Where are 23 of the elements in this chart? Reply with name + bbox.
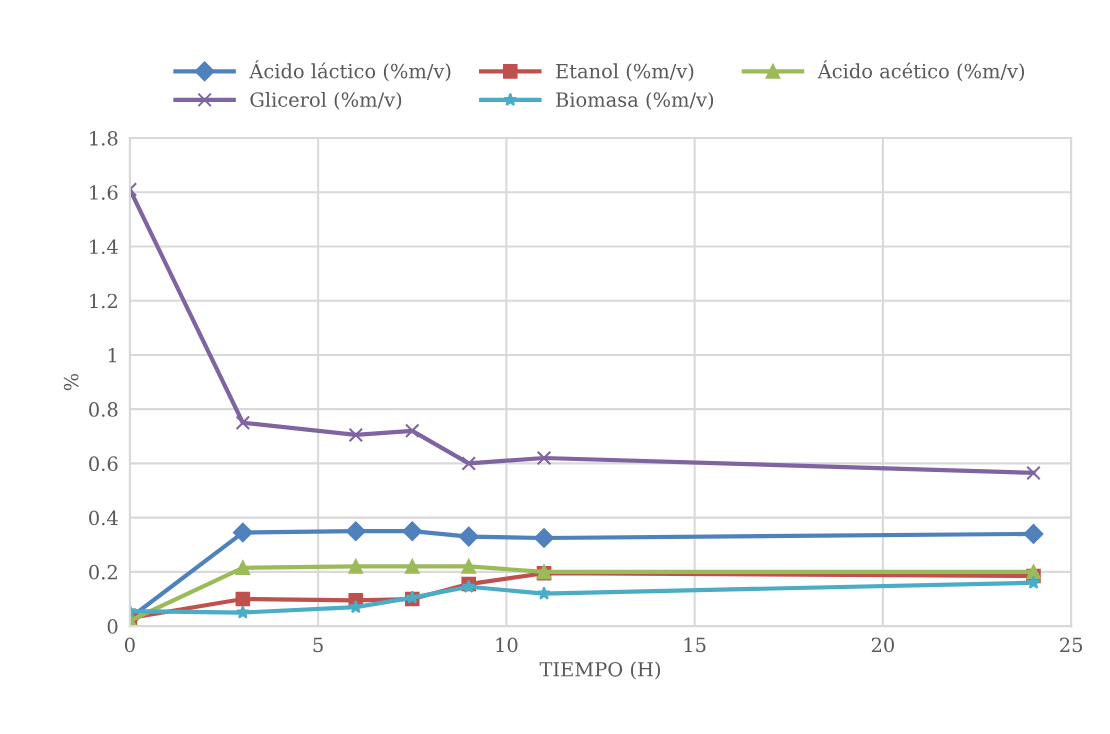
y-tick-label: 1.4: [90, 239, 118, 255]
y-tick-label: 1: [108, 347, 116, 363]
legend-label: Ácido acético (%m/v): [817, 60, 1025, 82]
x-tick-label: 0: [124, 637, 135, 653]
x-tick-label: 20: [871, 637, 894, 653]
y-tick-label: 1.2: [90, 293, 117, 309]
y-tick-label: 1.8: [90, 130, 118, 146]
y-tick-label: 0.4: [89, 510, 118, 526]
x-tick-label: 10: [496, 637, 518, 653]
y-tick-label: 1.6: [90, 185, 118, 200]
y-tick-label: 0.2: [89, 564, 117, 580]
y-tick-label: 0.8: [89, 402, 118, 417]
y-axis-title: %: [63, 373, 79, 391]
x-tick-label: 5: [313, 637, 323, 653]
x-axis-title: TIEMPO (H): [539, 661, 661, 680]
legend-label: Ácido láctico (%m/v): [249, 60, 451, 82]
x-tick-label: 25: [1060, 637, 1083, 653]
y-tick-label: 0.6: [89, 456, 118, 472]
legend-label: Biomasa (%m/v): [556, 91, 714, 110]
legend-label: Glicerol (%m/v): [250, 91, 402, 110]
y-tick-label: 0: [107, 619, 118, 634]
x-tick-label: 15: [684, 637, 706, 653]
legend-label: Etanol (%m/v): [556, 63, 694, 82]
